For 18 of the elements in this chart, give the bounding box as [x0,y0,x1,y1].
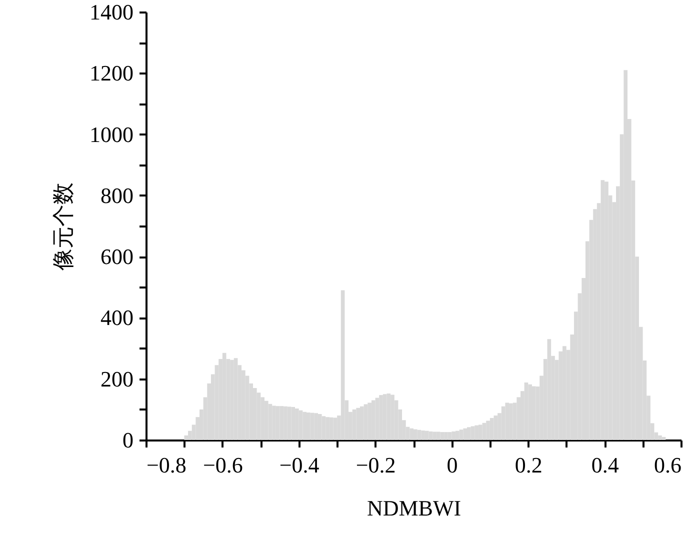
y-axis-title: 像元个数 [50,182,76,270]
y-tick-label: 1200 [90,60,134,86]
x-axis-title: NDMBWI [366,496,462,520]
y-tick-label: 200 [100,366,134,392]
y-tick-label: 400 [100,305,134,330]
y-tick-label: 1400 [90,0,134,24]
x-tick-label: −0.8 [146,452,186,478]
y-tick-label: 1000 [90,122,134,147]
y-tick-label: 0 [122,428,134,452]
x-tick-label: 0 [446,452,458,478]
x-tick-label: −0.4 [279,452,320,478]
x-tick-label: −0.2 [356,452,396,478]
x-tick-label: 0.6 [654,452,682,478]
y-tick-label: 600 [100,244,134,270]
x-tick-label: 0.4 [591,452,619,478]
x-tick-label: −0.6 [202,452,243,478]
x-tick-label: 0.2 [514,452,542,478]
y-tick-label: 800 [100,182,134,208]
